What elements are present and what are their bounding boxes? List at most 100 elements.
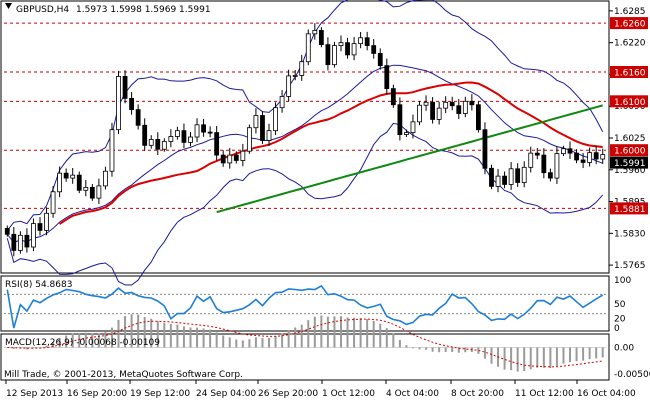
candle <box>89 183 95 201</box>
candle <box>286 69 292 102</box>
candle <box>253 108 259 134</box>
candle <box>436 101 442 125</box>
level-price-tag: 1.6000 <box>610 144 648 157</box>
candle <box>534 147 540 160</box>
candle-body <box>600 154 606 160</box>
candle-body <box>404 132 409 135</box>
candle-body <box>312 30 318 35</box>
candle-body <box>469 100 475 106</box>
candle <box>364 31 370 51</box>
candle <box>489 164 494 190</box>
candle-body <box>318 30 324 46</box>
level-tag-box <box>610 17 648 30</box>
level-price-tag: 1.6160 <box>610 65 648 78</box>
candle-body <box>358 37 364 45</box>
chart-shift-marker[interactable] <box>5 3 12 9</box>
candle-body <box>561 148 566 155</box>
candle <box>377 48 383 70</box>
candle-body <box>246 127 252 152</box>
candle-body <box>397 104 403 135</box>
macd-indicator: 0.00 -0.00500 <box>4 314 650 380</box>
candle <box>233 151 239 164</box>
candle-body <box>201 124 206 133</box>
candle-body <box>521 166 527 183</box>
candle <box>567 141 573 159</box>
candle <box>240 143 246 167</box>
candle-body <box>384 65 390 90</box>
candle <box>587 147 593 167</box>
candle <box>508 162 514 190</box>
candle-body <box>430 101 435 120</box>
candle-body <box>194 124 200 138</box>
time-tick-label: 16 Sep 20:00 <box>67 389 127 399</box>
current-price-tag: 1.5991 <box>610 156 648 169</box>
candle <box>181 123 187 149</box>
ohlc-values: 1.5973 1.5998 1.5969 1.5991 <box>76 5 211 15</box>
candle <box>50 186 56 218</box>
candle <box>541 148 547 179</box>
candle-body <box>57 172 63 193</box>
macd-signal-line <box>7 318 603 368</box>
candle <box>161 138 167 152</box>
candle-body <box>70 174 76 179</box>
candle-body <box>299 61 305 76</box>
macd-tick-label: 0.00 <box>614 343 634 353</box>
candle-body <box>482 129 488 169</box>
candle-body <box>273 107 278 132</box>
candle-body <box>443 101 449 109</box>
candle-body <box>37 223 43 231</box>
candle-body <box>541 154 547 174</box>
candle <box>57 166 63 198</box>
candle-body <box>207 131 213 134</box>
candle <box>515 163 521 187</box>
candle <box>456 98 462 119</box>
candle-body <box>292 75 298 77</box>
price-tick-label: 1.6220 <box>614 39 646 49</box>
rsi-tick-label: 50 <box>614 300 626 310</box>
candle-body <box>214 132 220 156</box>
candle <box>325 37 331 71</box>
candle-body <box>338 42 344 46</box>
candle <box>194 118 200 143</box>
candle <box>561 145 566 157</box>
candle <box>351 36 357 61</box>
candle <box>417 101 422 126</box>
candle-body <box>351 43 357 56</box>
candle-body <box>587 152 593 163</box>
level-tag-label: 1.6000 <box>614 147 646 157</box>
level-tag-label: 1.6100 <box>614 98 646 108</box>
price-tick-label: 1.6025 <box>614 134 646 144</box>
bollinger-bands <box>6 0 604 286</box>
candle <box>574 149 579 164</box>
candle-body <box>168 136 174 142</box>
time-tick-label: 19 Sep 12:00 <box>130 389 190 399</box>
level-tag-label: 1.6260 <box>614 20 646 30</box>
level-tag-box <box>610 202 648 215</box>
rsi-tick-label: 100 <box>614 276 631 286</box>
candle <box>338 35 344 52</box>
candle <box>443 96 449 114</box>
candle-body <box>377 53 383 67</box>
candle-body <box>423 101 429 106</box>
candlesticks <box>4 23 606 257</box>
candle-body <box>574 152 579 161</box>
candle <box>273 102 278 135</box>
time-tick-label: 1 Oct 12:00 <box>322 389 375 399</box>
candle <box>76 171 82 194</box>
time-axis: 12 Sep 2013 16 Sep 20:00 19 Sep 12:00 24 Se… <box>5 380 636 399</box>
level-price-tag: 1.6100 <box>610 95 648 108</box>
candle <box>332 41 337 68</box>
candle-body <box>371 45 377 54</box>
candle-body <box>188 136 193 143</box>
candle <box>600 148 606 164</box>
candle <box>345 37 350 59</box>
price-tick-label: 1.6285 <box>614 7 646 17</box>
candle <box>31 218 36 252</box>
candle-body <box>417 104 422 123</box>
candle <box>246 124 252 154</box>
level-price-tag: 1.6260 <box>610 17 648 30</box>
current-price-label: 1.5991 <box>614 159 646 169</box>
candle <box>220 150 226 167</box>
candle <box>528 146 534 173</box>
